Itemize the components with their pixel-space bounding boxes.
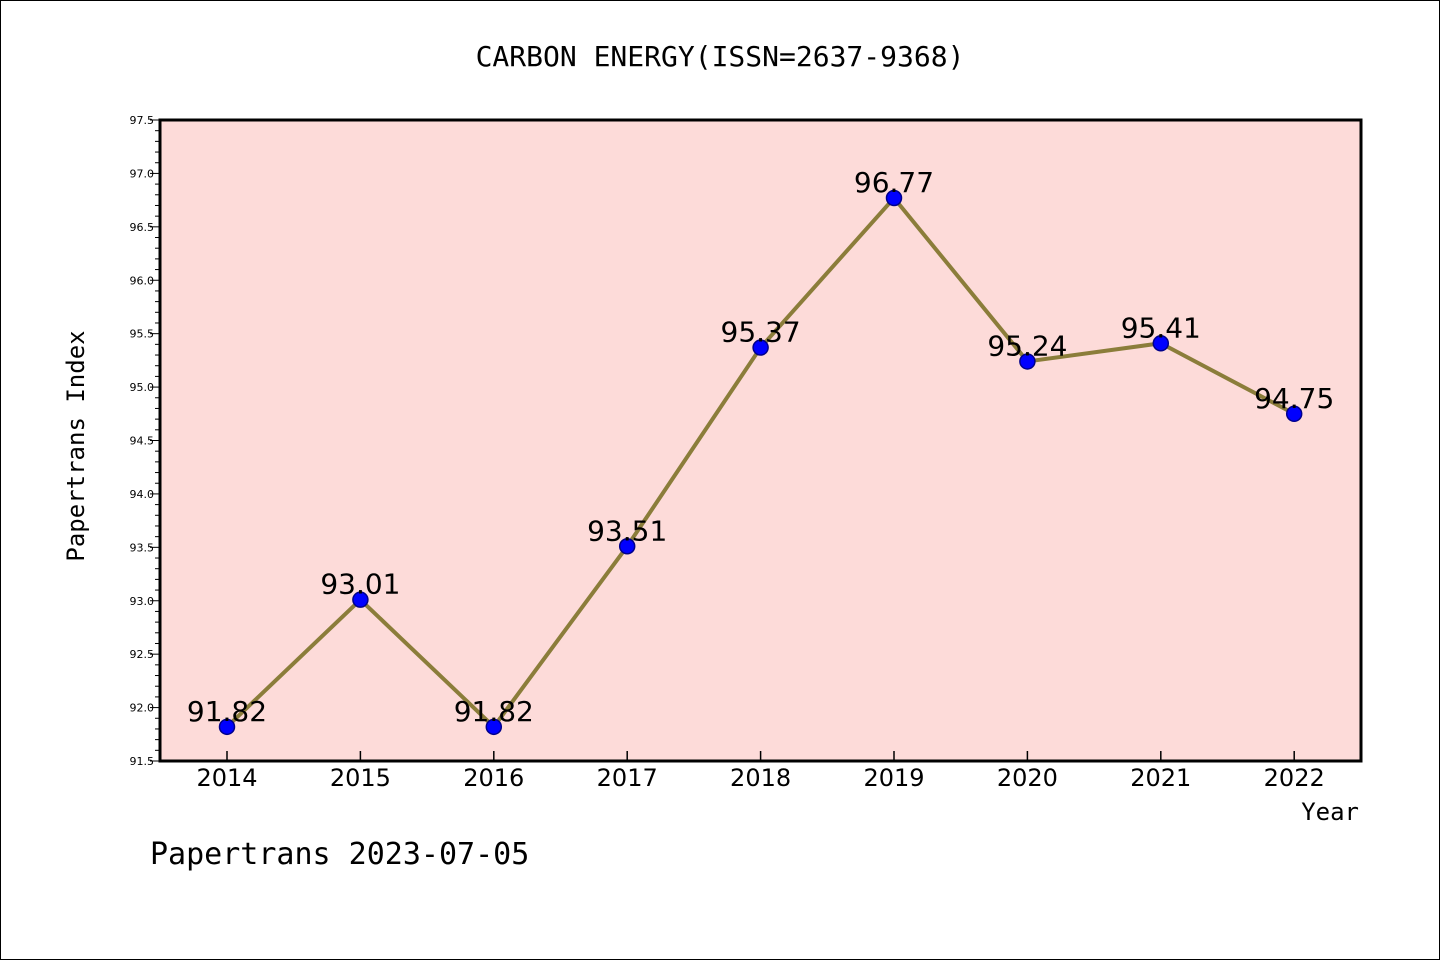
- x-tick-label: 2016: [463, 764, 524, 792]
- plot-area: [160, 120, 1361, 761]
- data-label: 94.75: [1254, 382, 1334, 415]
- y-tick-label: 95.5: [130, 328, 155, 341]
- data-label: 93.51: [587, 514, 667, 547]
- y-tick-label: 94.0: [130, 488, 155, 501]
- x-tick-label: 2015: [330, 764, 391, 792]
- y-tick-label: 91.5: [130, 755, 155, 768]
- x-axis-title: Year: [1301, 798, 1359, 826]
- y-tick-label: 93.0: [130, 595, 155, 608]
- data-point: [352, 591, 369, 608]
- y-tick-label: 93.5: [130, 541, 155, 554]
- data-label: 96.77: [854, 166, 934, 199]
- y-tick-label: 92.5: [130, 648, 155, 661]
- x-axis-ticks: 2014 2015 2016 2017 2018 2019 2020 2021 2022: [196, 751, 1325, 792]
- x-tick-label: 2018: [730, 764, 791, 792]
- y-axis-title: Papertrans Index: [62, 330, 90, 561]
- data-label: 95.41: [1121, 311, 1201, 344]
- data-point: [1152, 335, 1170, 352]
- x-tick-label: 2017: [597, 764, 658, 792]
- x-tick-label: 2020: [997, 764, 1058, 792]
- data-label: 91.82: [454, 695, 534, 728]
- data-label: 95.24: [987, 329, 1067, 362]
- y-axis-ticks: 91.5 92.0 92.5 93.0 93.5 94.0 94.5 95.0 95.5 96.0…: [130, 114, 160, 768]
- x-tick-label: 2022: [1264, 764, 1325, 792]
- data-label: 95.37: [721, 316, 801, 349]
- chart-title: CARBON ENERGY(ISSN=2637-9368): [476, 40, 965, 73]
- plot-border: [158, 118, 1363, 763]
- data-point: [218, 718, 236, 736]
- series-layer: 91.82 93.01 91.82 93.51 95.37 96.77 95.24 95.41…: [187, 166, 1334, 736]
- y-tick-label: 96.0: [130, 274, 155, 287]
- data-label: 91.82: [187, 695, 267, 728]
- data-point: [885, 189, 903, 207]
- y-tick-label: 92.0: [130, 702, 155, 715]
- data-label: 93.01: [320, 568, 400, 601]
- data-point: [485, 718, 503, 736]
- x-tick-label: 2014: [196, 764, 257, 792]
- x-tick-label: 2019: [863, 764, 924, 792]
- y-tick-label: 97.5: [130, 114, 155, 127]
- y-tick-label: 95.0: [130, 381, 155, 394]
- footer-date: Papertrans 2023-07-05: [150, 837, 529, 872]
- y-tick-label: 96.5: [130, 221, 155, 234]
- x-tick-label: 2021: [1130, 764, 1191, 792]
- y-tick-label: 97.0: [130, 167, 155, 180]
- data-point: [618, 538, 636, 555]
- data-point: [1285, 405, 1303, 423]
- data-point: [1019, 353, 1036, 370]
- data-point: [752, 339, 769, 356]
- y-tick-label: 94.5: [130, 435, 155, 448]
